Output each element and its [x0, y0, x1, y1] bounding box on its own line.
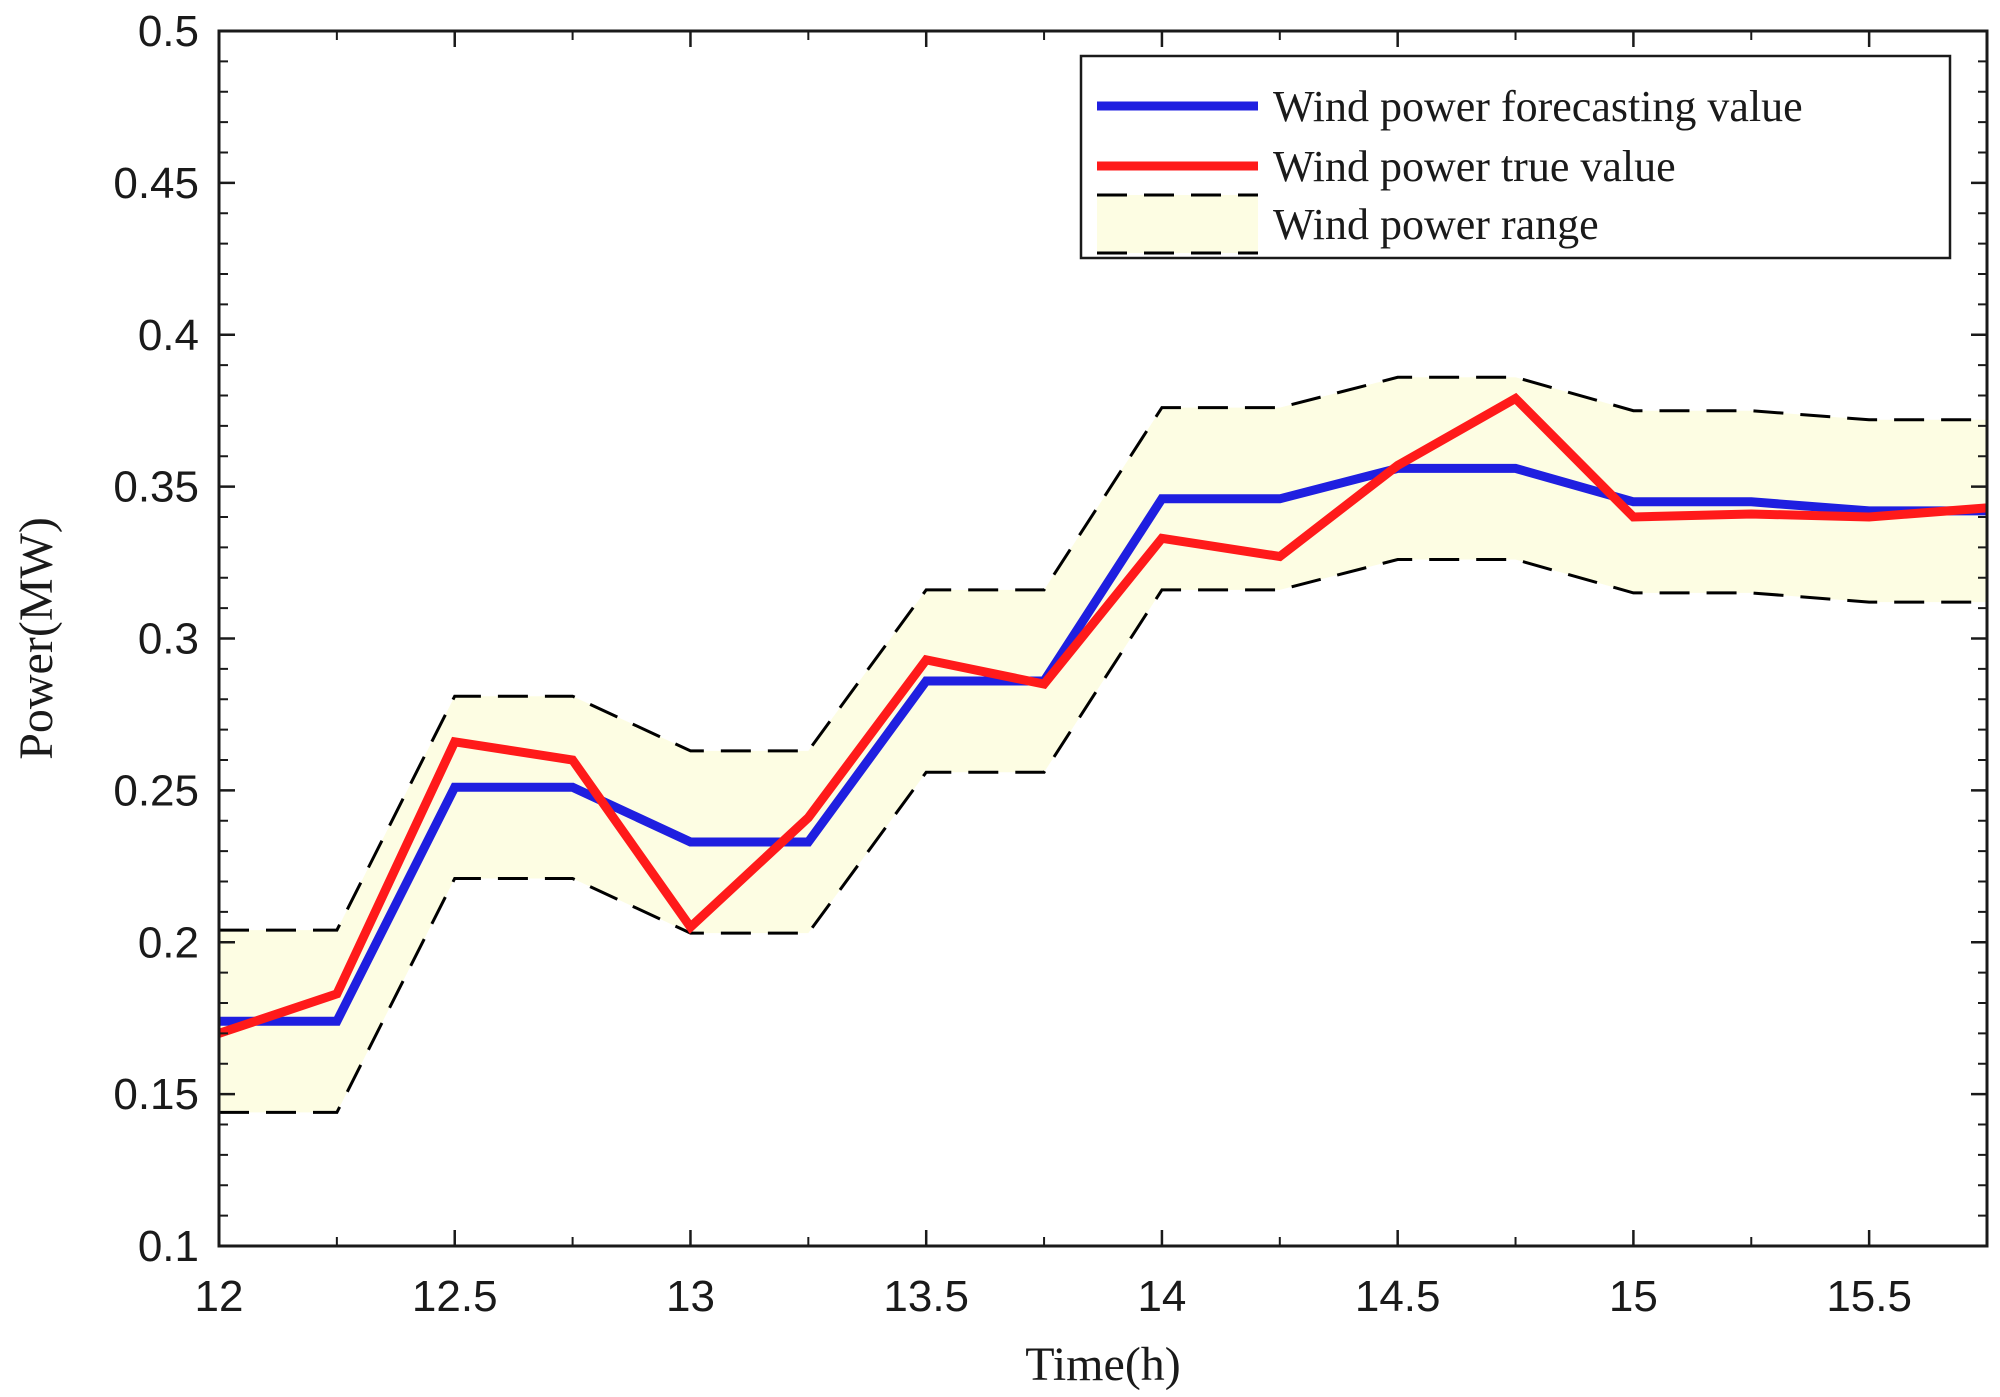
y-tick-label: 0.15	[113, 1070, 199, 1119]
true-value-series-line	[217, 392, 1988, 1038]
x-axis: 12 12.5 13 13.5 14 14.5 15 15.5	[195, 31, 1988, 1321]
y-tick-label: 0.3	[138, 615, 199, 664]
y-tick-label: 0.4	[138, 311, 199, 360]
y-tick-label: 0.2	[138, 918, 199, 967]
legend-label-range: Wind power range	[1273, 200, 1599, 249]
x-tick-label: 13.5	[883, 1272, 969, 1321]
y-axis: 0.1 0.15 0.2 0.25 0.3 0.35 0.4 0.45 0.5	[113, 7, 1987, 1271]
series-layer	[217, 392, 1988, 1038]
x-tick-label: 15	[1609, 1272, 1658, 1321]
x-tick-label: 12.5	[412, 1272, 498, 1321]
y-tick-label: 0.5	[138, 7, 199, 56]
forecast-series-line	[219, 463, 1987, 1026]
x-tick-label: 12	[195, 1272, 244, 1321]
legend-label-true: Wind power true value	[1273, 142, 1676, 191]
legend-swatch-range-fill	[1097, 195, 1258, 253]
x-tick-label: 13	[666, 1272, 715, 1321]
x-tick-label: 14.5	[1355, 1272, 1441, 1321]
y-axis-title: Power(MW)	[10, 517, 63, 760]
range-lower-dashed-line	[219, 558, 1987, 1114]
y-tick-label: 0.25	[113, 766, 199, 815]
range-band-fill	[219, 377, 1987, 1113]
range-upper-dashed-line	[219, 375, 1987, 932]
x-axis-title: Time(h)	[1025, 1338, 1181, 1391]
y-tick-label: 0.45	[113, 159, 199, 208]
y-tick-label: 0.35	[113, 463, 199, 512]
y-tick-label: 0.1	[138, 1222, 199, 1271]
x-tick-label: 15.5	[1826, 1272, 1912, 1321]
legend: Wind power forecasting value Wind power …	[1079, 54, 1952, 260]
x-tick-label: 14	[1137, 1272, 1186, 1321]
legend-label-forecast: Wind power forecasting value	[1273, 82, 1803, 131]
range-band-layer	[219, 375, 1987, 1114]
